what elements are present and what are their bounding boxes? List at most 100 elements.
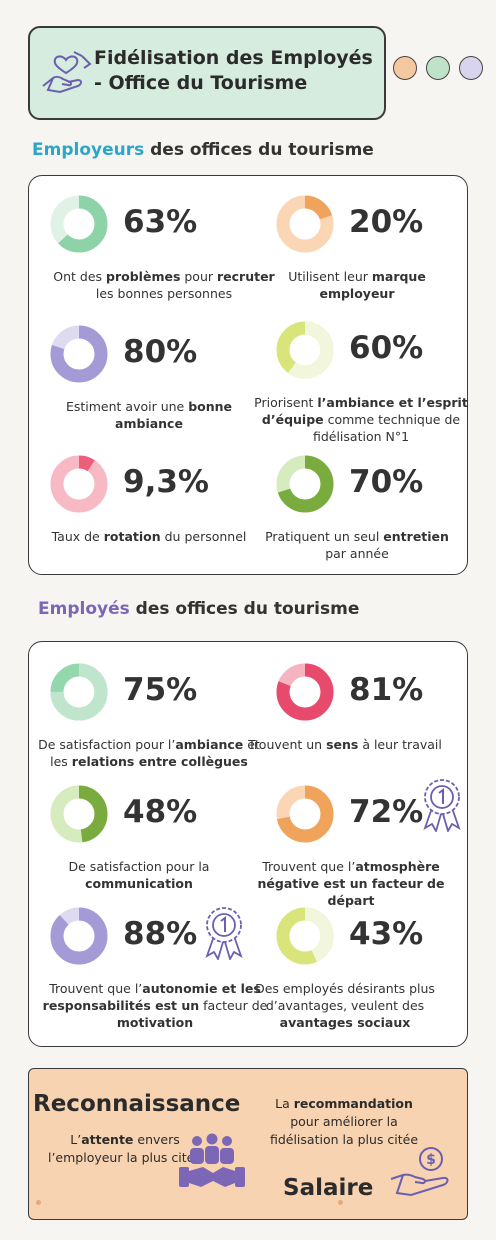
- caption-emphasis: avantages sociaux: [279, 1015, 411, 1030]
- medal-icon: [205, 907, 243, 960]
- caption-text: La: [275, 1096, 294, 1111]
- reconnaissance-caption: L’attente envers l’employeur la plus cit…: [35, 1131, 215, 1167]
- stat-value: 48%: [123, 794, 198, 830]
- title-line-2: - Office du Tourisme: [94, 72, 308, 94]
- donut-value-arc: [276, 195, 334, 253]
- stat-caption: Trouvent que l’atmosphère négative est u…: [235, 858, 467, 909]
- caption-emphasis: recommandation: [293, 1096, 413, 1111]
- donut-chart: [50, 325, 108, 383]
- donut-value-arc: [276, 321, 334, 379]
- donut-value-arc: [276, 907, 334, 965]
- donut-track: [50, 455, 108, 513]
- caption-emphasis: recruter: [216, 269, 275, 284]
- heart-hands-icon: [42, 51, 92, 94]
- stat-caption: Ont des problèmes pour recruter les bonn…: [49, 268, 279, 302]
- section-title-rest: des offices du tourisme: [129, 599, 360, 619]
- decor-dot: [426, 56, 450, 80]
- caption-text: du personnel: [160, 529, 247, 544]
- stat-value: 72%: [349, 794, 424, 830]
- donut-value-arc: [50, 663, 108, 721]
- caption-emphasis: relations entre collègues: [71, 754, 248, 769]
- salaire-title: Salaire: [283, 1175, 374, 1201]
- decor-dots: [393, 56, 483, 80]
- medal-icon: [423, 779, 461, 832]
- donut-chart: [276, 195, 334, 253]
- stat-caption: Pratiquent un seul entretien par année: [257, 528, 457, 562]
- caption-text: à leur travail: [358, 737, 442, 752]
- caption-emphasis: l’ambiance et l’esprit d’équipe: [261, 395, 468, 427]
- stat-caption: Utilisent leur marque employeur: [257, 268, 457, 302]
- donut-value-arc: [50, 195, 108, 253]
- team-handshake-icon: [179, 1133, 245, 1187]
- donut-chart: [276, 785, 334, 843]
- caption-emphasis: ambiance: [175, 737, 244, 752]
- caption-text: L’: [70, 1132, 82, 1147]
- caption-text: comme technique de fidélisation N°1: [312, 412, 461, 444]
- caption-emphasis: autonomie et les responsabilités est un: [42, 981, 261, 1013]
- donut-value-arc: [276, 455, 334, 513]
- caption-text: De satisfaction pour la: [68, 859, 210, 874]
- section-title-rest: des offices du tourisme: [144, 140, 374, 160]
- caption-text: Estiment avoir une: [65, 399, 189, 414]
- caption-emphasis: sens: [326, 737, 359, 752]
- title-line-1: Fidélisation des Employés: [94, 47, 373, 69]
- donut-chart: [276, 455, 334, 513]
- caption-emphasis: atmosphère négative est un facteur de dé…: [257, 859, 445, 908]
- stat-caption: Trouvent un sens à leur travail: [245, 736, 445, 753]
- caption-text: les bonnes personnes: [95, 286, 233, 301]
- caption-text: facteur de: [199, 998, 268, 1013]
- stat-caption: Priorisent l’ambiance et l’esprit d’équi…: [245, 394, 477, 445]
- donut-value-arc: [276, 663, 334, 721]
- stat-value: 43%: [349, 916, 424, 952]
- stat-value: 75%: [123, 672, 198, 708]
- caption-text: Utilisent leur: [288, 269, 372, 284]
- caption-text: Priorisent: [254, 395, 318, 410]
- stat-caption: Estiment avoir une bonne ambiance: [49, 398, 249, 432]
- decor-dot: [459, 56, 483, 80]
- section-title-highlight: Employés: [38, 599, 130, 619]
- caption-text: Trouvent que l’: [262, 859, 356, 874]
- caption-emphasis: marque employeur: [319, 269, 426, 301]
- caption-emphasis: motivation: [116, 1015, 194, 1030]
- stat-value: 60%: [349, 330, 424, 366]
- money-hand-icon: $: [390, 1147, 449, 1197]
- caption-text: pour améliorer la fidélisation la plus c…: [269, 1114, 419, 1147]
- donut-chart: [276, 321, 334, 379]
- stat-caption: Taux de rotation du personnel: [49, 528, 249, 545]
- donut-chart: [50, 785, 108, 843]
- caption-text: par année: [325, 546, 389, 561]
- svg-text:$: $: [426, 1152, 436, 1168]
- caption-emphasis: rotation: [103, 529, 161, 544]
- stat-value: 70%: [349, 464, 424, 500]
- donut-chart: [276, 907, 334, 965]
- caption-text: envers l’employeur la plus citée: [47, 1132, 203, 1165]
- caption-text: Taux de: [51, 529, 104, 544]
- caption-text: Pratiquent un seul: [265, 529, 384, 544]
- donut-chart: [276, 663, 334, 721]
- recognition-salary-card: Reconnaissance L’attente envers l’employ…: [28, 1068, 468, 1220]
- header-card: Fidélisation des Employés - Office du To…: [28, 26, 386, 120]
- stat-caption: Des employés désirants plus d’avantages,…: [245, 980, 445, 1031]
- caption-text: et les: [50, 737, 260, 769]
- employeurs-panel: 63% Ont des problèmes pour recruter les b…: [28, 175, 468, 575]
- caption-text: Trouvent un: [248, 737, 327, 752]
- employes-panel: 75% De satisfaction pour l’ambiance et le…: [28, 641, 468, 1047]
- caption-text: Des employés désirants plus d’avantages,…: [255, 981, 435, 1013]
- stat-caption: Trouvent que l’autonomie et les responsa…: [35, 980, 275, 1031]
- stat-value: 81%: [349, 672, 424, 708]
- donut-chart: [50, 195, 108, 253]
- caption-text: De satisfaction pour l’: [38, 737, 176, 752]
- donut-value-arc: [50, 907, 108, 965]
- caption-text: Ont des: [53, 269, 107, 284]
- caption-emphasis: bonne ambiance: [115, 399, 233, 431]
- caption-emphasis: attente: [81, 1132, 134, 1147]
- caption-text: Trouvent que l’: [49, 981, 143, 996]
- stat-value: 9,3%: [123, 464, 209, 500]
- donut-value-arc: [276, 785, 334, 843]
- page-title: Fidélisation des Employés - Office du To…: [94, 46, 384, 96]
- reconnaissance-title: Reconnaissance: [33, 1091, 241, 1117]
- donut-value-arc: [50, 785, 108, 843]
- stat-value: 80%: [123, 334, 198, 370]
- caption-text: pour: [180, 269, 217, 284]
- caption-emphasis: entretien: [383, 529, 449, 544]
